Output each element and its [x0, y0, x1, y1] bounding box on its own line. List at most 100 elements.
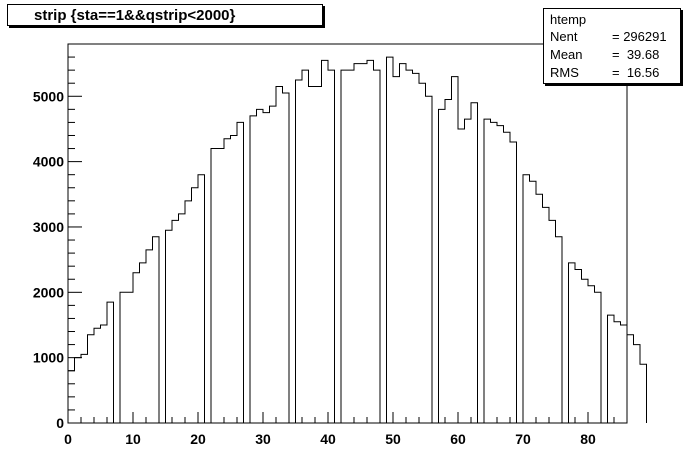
histogram-bin: [192, 188, 199, 423]
histogram-bin: [588, 286, 595, 423]
histogram-bin: [543, 207, 550, 423]
histogram-bin: [413, 73, 420, 423]
plot-frame: [67, 43, 628, 424]
histogram-bin: [198, 175, 205, 423]
histogram-bin: [452, 77, 459, 423]
histogram-bin: [575, 269, 582, 423]
histogram-bin: [640, 364, 647, 423]
histogram-bin: [439, 109, 446, 423]
histogram-bin: [549, 220, 556, 423]
histogram-bin: [491, 122, 498, 423]
histogram-bin: [315, 86, 322, 423]
stats-key: Nent: [550, 29, 578, 44]
histogram-bin: [556, 237, 563, 423]
histogram-bin: [328, 70, 335, 423]
histogram-bin: [361, 64, 368, 423]
y-tick-label: 1000: [33, 350, 64, 366]
histogram-bin: [608, 315, 615, 423]
histogram-bin: [354, 64, 361, 423]
x-tick-label: 40: [320, 431, 336, 447]
histogram-bin: [536, 194, 543, 423]
histogram-bin: [101, 325, 108, 423]
histogram-bin: [530, 181, 537, 423]
histogram-bin: [224, 139, 231, 423]
stats-value: = 16.56: [612, 65, 660, 80]
x-tick-label: 10: [125, 431, 141, 447]
histogram-bin: [569, 263, 576, 423]
histogram-bin: [88, 335, 95, 423]
histogram-bin: [237, 122, 244, 423]
histogram-bin: [257, 109, 264, 423]
histogram-bin: [270, 106, 277, 423]
histogram-bin: [510, 142, 517, 423]
histogram-bin: [634, 345, 641, 423]
histogram-bin: [595, 292, 602, 423]
x-tick-label: 30: [255, 431, 271, 447]
histogram-bin: [465, 119, 472, 423]
histogram-bin: [218, 149, 225, 423]
histogram-bin: [263, 113, 270, 423]
x-tick-label: 80: [580, 431, 596, 447]
histogram-bin: [406, 70, 413, 423]
histogram-bin: [627, 335, 634, 423]
histogram-bin: [283, 93, 290, 423]
y-tick-label: 3000: [33, 219, 64, 235]
histogram-bin: [426, 96, 433, 423]
y-tick-label: 5000: [33, 88, 64, 104]
x-tick-label: 50: [385, 431, 401, 447]
histogram-bin: [445, 100, 452, 423]
x-tick-label: 60: [450, 431, 466, 447]
histogram-bin: [166, 230, 173, 423]
histogram-bin: [172, 220, 179, 423]
histogram-bin: [419, 83, 426, 423]
histogram-bin: [140, 263, 147, 423]
histogram-bin: [231, 135, 238, 423]
histogram-bin: [367, 60, 374, 423]
histogram-bin: [400, 64, 407, 423]
chart-title: strip {sta==1&&qstrip<2000}: [34, 6, 236, 24]
histogram-bin: [81, 354, 88, 423]
stats-row-rms: RMS = 16.56: [550, 64, 674, 82]
histogram-bin: [471, 103, 478, 423]
x-tick-label: 70: [515, 431, 531, 447]
histogram-bin: [387, 57, 394, 423]
histogram-bin: [614, 322, 621, 423]
stats-histogram-name: htemp: [550, 12, 587, 27]
stats-key: Mean: [550, 47, 583, 62]
histogram-bin: [348, 70, 355, 423]
histogram-bin: [504, 132, 511, 423]
histogram-bin: [146, 250, 153, 423]
y-tick-label: 2000: [33, 284, 64, 300]
x-tick-label: 0: [64, 431, 72, 447]
histogram-bin: [393, 77, 400, 423]
stats-value: = 296291: [612, 29, 667, 44]
histogram-bin: [309, 86, 316, 423]
histogram-bin: [179, 214, 186, 423]
stats-key: RMS: [550, 65, 579, 80]
stats-box: htemp Nent = 296291 Mean = 39.68 RMS = 1…: [543, 8, 681, 84]
histogram-bin: [185, 201, 192, 423]
x-tick-label: 20: [190, 431, 206, 447]
histogram-bin: [302, 70, 309, 423]
histogram-bin: [341, 70, 348, 423]
stats-value: = 39.68: [612, 47, 660, 62]
histogram-bin: [621, 325, 628, 423]
histogram-bin: [120, 292, 127, 423]
histogram-bin: [523, 175, 530, 423]
chart-title-box: strip {sta==1&&qstrip<2000}: [7, 4, 323, 26]
histogram-bin: [153, 237, 160, 423]
y-tick-label: 0: [56, 415, 64, 431]
histogram-bin: [484, 119, 491, 423]
histogram-bin: [322, 60, 329, 423]
stats-row-entries: Nent = 296291: [550, 28, 674, 46]
stats-row-mean: Mean = 39.68: [550, 46, 674, 64]
histogram-bin: [127, 292, 134, 423]
histogram-bin: [296, 80, 303, 423]
histogram-bin: [374, 70, 381, 423]
histogram-bin: [107, 302, 114, 423]
histogram-bin: [582, 279, 589, 423]
histogram-bin: [497, 126, 504, 423]
histogram-bin: [276, 86, 283, 423]
histogram-bin: [75, 358, 82, 423]
